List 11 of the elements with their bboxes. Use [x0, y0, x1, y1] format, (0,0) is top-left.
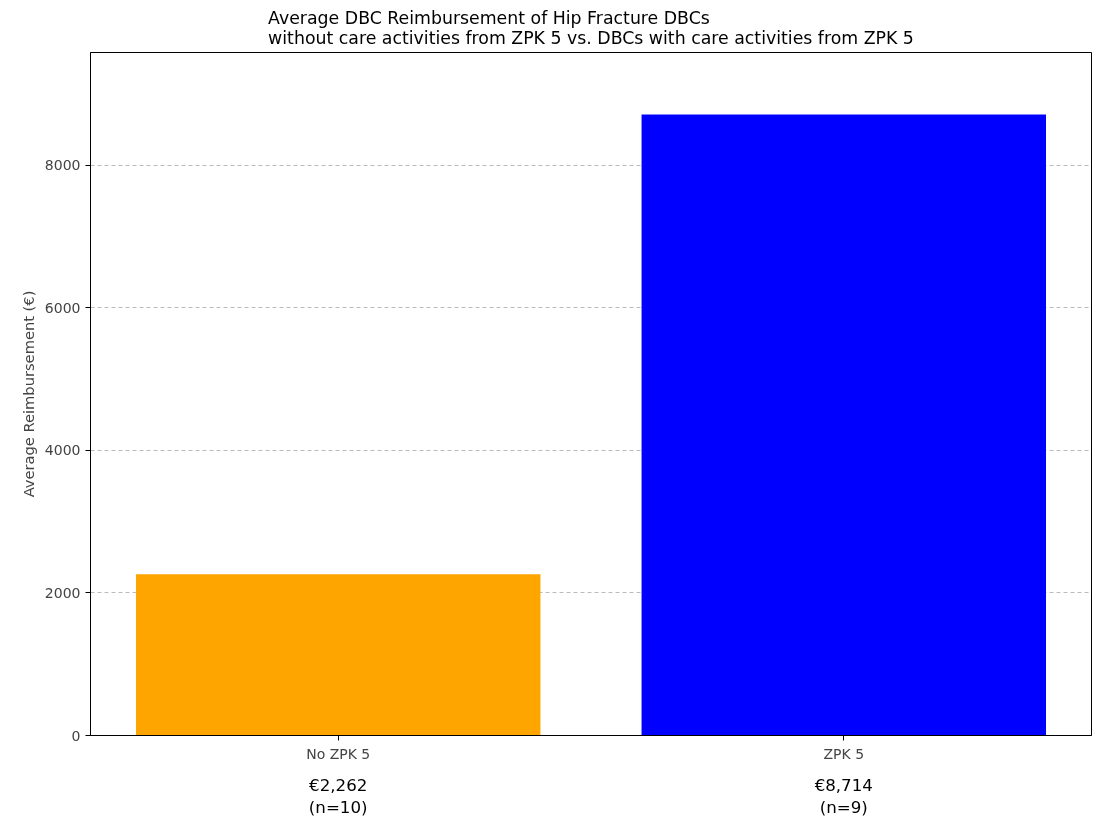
x-tick-label: ZPK 5: [823, 745, 865, 762]
data-label: €8,714 (n=9): [814, 775, 873, 818]
y-tick-label: 4000: [44, 442, 81, 459]
y-tick-label: 2000: [44, 584, 81, 601]
data-label: €2,262 (n=10): [308, 775, 368, 818]
y-tick-label: 0: [71, 727, 81, 744]
y-axis-title: Average Reimbursement (€): [19, 290, 37, 498]
y-tick-label: 6000: [44, 299, 81, 316]
x-tick-label: No ZPK 5: [306, 745, 371, 762]
chart-title: Average DBC Reimbursement of Hip Fracture DBCs without care activities from ZPK 5 vs. DBCs with care activities from ZPK 5: [268, 7, 914, 48]
y-tick-label: 8000: [44, 157, 81, 174]
